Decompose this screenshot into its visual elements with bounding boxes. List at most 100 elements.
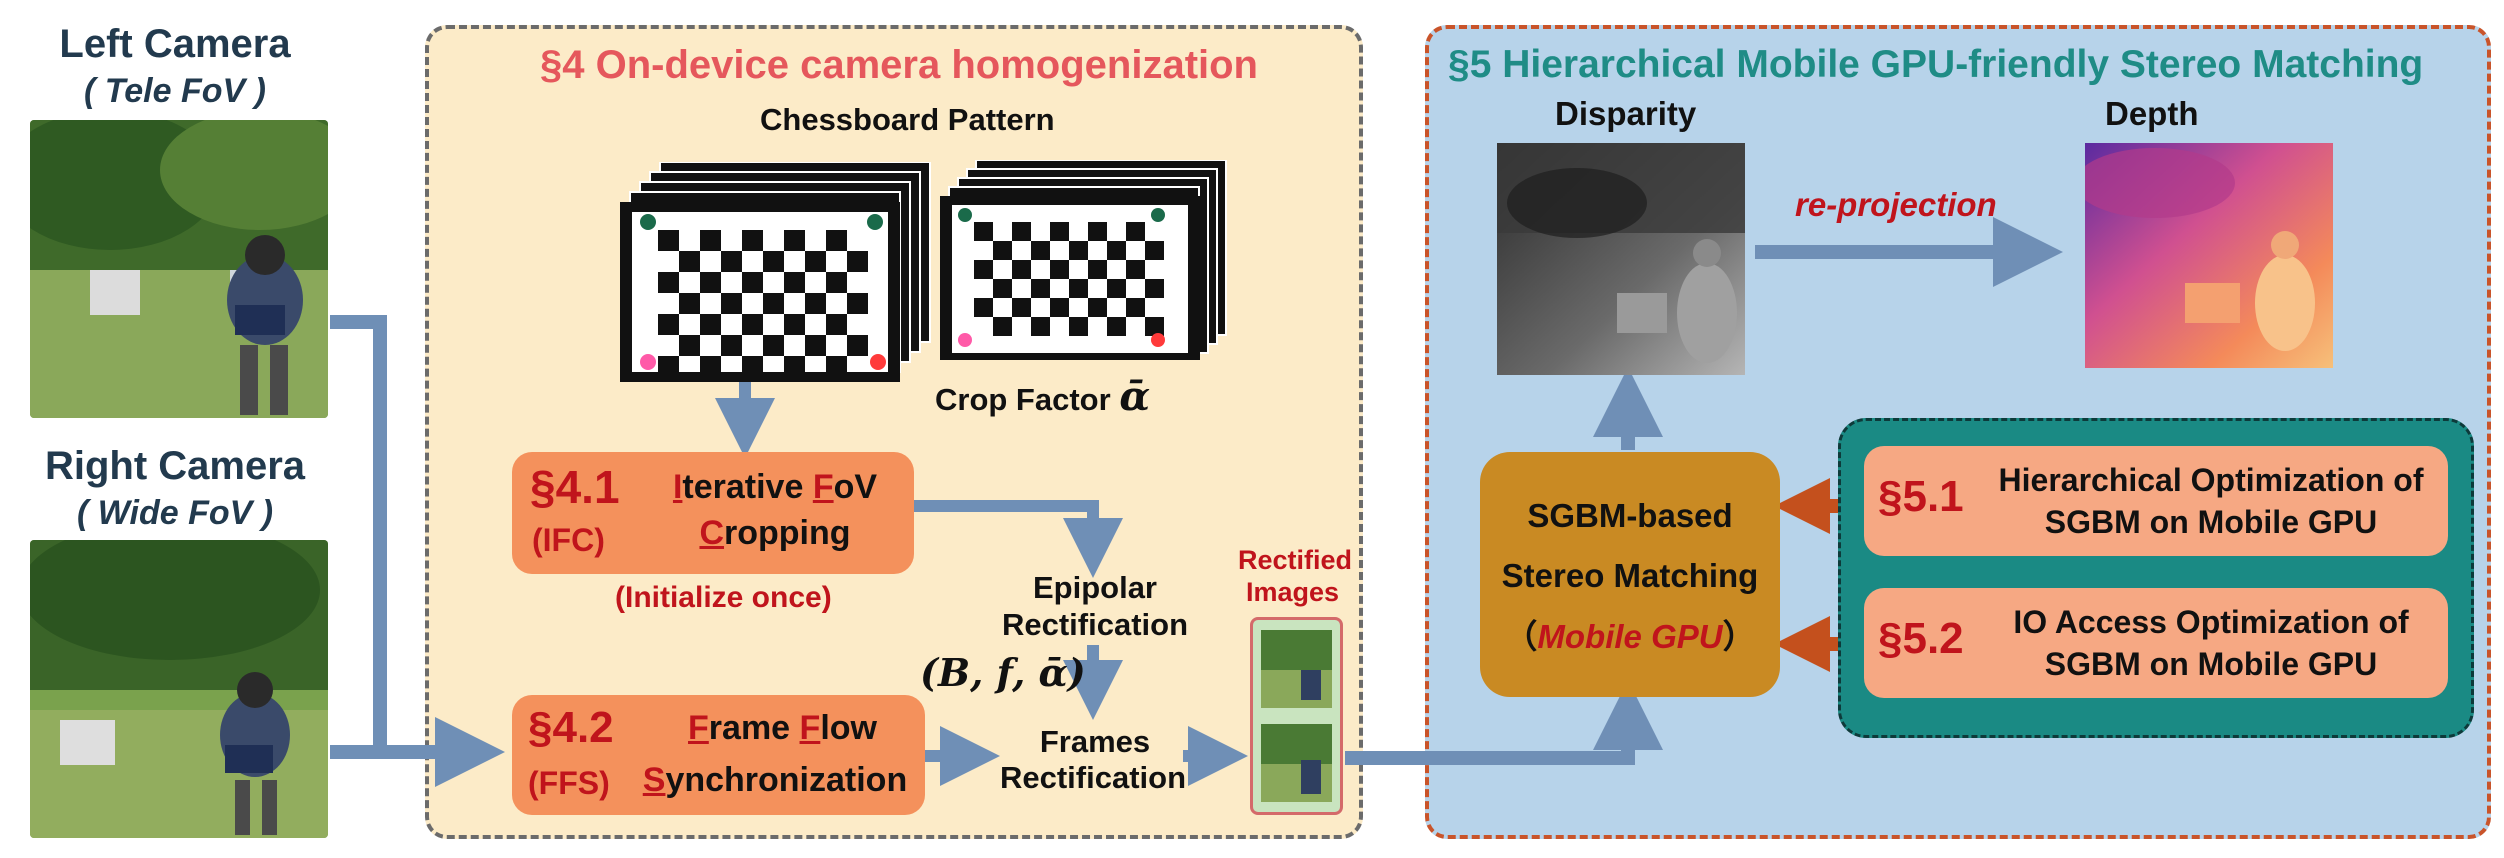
- chessboard-square: [847, 335, 868, 356]
- chessboard-square: [1088, 222, 1107, 241]
- chessboard-square: [784, 314, 805, 335]
- sgbm-line3: （Mobile GPU）: [1504, 618, 1756, 655]
- disparity-map: [1497, 143, 1745, 375]
- chessboard-square: [658, 272, 679, 293]
- rectification-params: (B, f, ᾱ): [920, 650, 1086, 695]
- rectified-to-sgbm-arrow: [1345, 680, 1663, 765]
- opt2-line1: IO Access Optimization of: [2013, 604, 2409, 640]
- chessboard-square: [993, 241, 1012, 260]
- ffs-title-line1: Frame Flow: [688, 709, 877, 747]
- section4-title: §4 On-device camera homogenization: [540, 43, 1258, 87]
- chessboard-square: [1069, 317, 1088, 336]
- mobile-gpu-label: Mobile GPU: [1537, 618, 1723, 655]
- chessboard-square: [742, 272, 763, 293]
- chessboard-square: [763, 335, 784, 356]
- chessboard-square: [1088, 298, 1107, 317]
- chessboard-square: [658, 314, 679, 335]
- left-camera-title: Left Camera: [59, 22, 291, 66]
- right-camera-title: Right Camera: [44, 444, 306, 488]
- ffs-abbr: (FFS): [528, 765, 610, 801]
- chessboard-square: [805, 251, 826, 272]
- chessboard-square: [1031, 317, 1050, 336]
- reprojection-label: re-projection: [1795, 186, 1997, 223]
- ffs-title-line2: Synchronization: [642, 761, 908, 799]
- chessboard-square: [1145, 279, 1164, 298]
- chessboard-square: [1126, 222, 1145, 241]
- sgbm-line2: Stereo Matching: [1501, 557, 1759, 594]
- chessboard-square: [826, 272, 847, 293]
- chessboard-square: [742, 314, 763, 335]
- chessboard-square: [763, 251, 784, 272]
- chessboard-square: [1145, 241, 1164, 260]
- ffs-box: §4.2 (FFS) Frame Flow Synchronization: [512, 695, 925, 815]
- left-camera-photo: [30, 120, 328, 418]
- left-camera-subtitle: ( Tele FoV ): [84, 72, 266, 110]
- chessboard-square: [847, 293, 868, 314]
- rectified-line1: Rectified: [1238, 545, 1353, 575]
- rectified-images: [1250, 617, 1343, 815]
- chessboard-label: Chessboard Pattern: [760, 102, 1055, 137]
- chessboard-square: [784, 272, 805, 293]
- chessboard-square: [974, 298, 993, 317]
- opt2-number: §5.2: [1878, 614, 1964, 663]
- chessboard-square: [1107, 279, 1126, 298]
- ifc-title-line2: Cropping: [699, 514, 851, 552]
- chessboard-square: [742, 356, 763, 377]
- epipolar-line1: Epipolar: [1032, 570, 1157, 605]
- chessboard-square: [826, 314, 847, 335]
- ifc-box: §4.1 (IFC) Iterative FoV Cropping: [512, 452, 914, 574]
- chessboard-square: [805, 293, 826, 314]
- frames-line1: Frames: [1039, 724, 1151, 759]
- chessboard-square: [679, 251, 700, 272]
- opt1-box: §5.1 Hierarchical Optimization of SGBM o…: [1864, 446, 2448, 556]
- chessboard-square: [993, 279, 1012, 298]
- section5-title: §5 Hierarchical Mobile GPU-friendly Ster…: [1448, 43, 2424, 86]
- rectified-line2: Images: [1246, 577, 1340, 607]
- chessboard-square: [1107, 241, 1126, 260]
- ifc-title-line1: Iterative FoV: [672, 468, 878, 506]
- opt1-number: §5.1: [1878, 472, 1964, 521]
- chessboard-square: [826, 230, 847, 251]
- ffs-number: §4.2: [528, 703, 614, 752]
- disparity-label: Disparity: [1555, 95, 1697, 132]
- chessboard-square: [700, 230, 721, 251]
- ifc-note: (Initialize once): [615, 581, 832, 614]
- chessboard-square: [1088, 260, 1107, 279]
- chessboard-square: [784, 230, 805, 251]
- chessboard-square: [847, 251, 868, 272]
- crop-factor-label: Crop Factor ᾱ: [935, 373, 1150, 420]
- chessboard-square: [1145, 317, 1164, 336]
- epipolar-line2: Rectification: [1001, 607, 1189, 642]
- chessboard-square: [679, 293, 700, 314]
- chessboard-square: [1050, 298, 1069, 317]
- chessboard-square: [974, 222, 993, 241]
- chessboard-square: [1050, 222, 1069, 241]
- chessboard-square: [700, 356, 721, 377]
- chessboard-square: [1050, 260, 1069, 279]
- ifc-number: §4.1: [530, 461, 620, 513]
- right-camera-subtitle: ( Wide FoV ): [76, 494, 274, 532]
- chessboard-square: [679, 335, 700, 356]
- chessboard-square: [1031, 279, 1050, 298]
- chessboard-square: [1031, 241, 1050, 260]
- crop-factor-symbol: ᾱ: [1119, 373, 1151, 420]
- crop-factor-text: Crop Factor: [935, 382, 1111, 417]
- chessboard-stack-right: [940, 159, 1240, 363]
- chessboard-square: [658, 356, 679, 377]
- opt1-line2: SGBM on Mobile GPU: [2044, 504, 2378, 540]
- chessboard-square: [826, 356, 847, 377]
- chessboard-square: [1069, 241, 1088, 260]
- sgbm-box: SGBM-based Stereo Matching （Mobile GPU）: [1480, 452, 1780, 697]
- chessboard-square: [1069, 279, 1088, 298]
- camera-to-ffs-arrow: [330, 315, 505, 787]
- frames-line2: Rectification: [999, 760, 1187, 795]
- chessboard-square: [993, 317, 1012, 336]
- chessboard-square: [1012, 298, 1031, 317]
- opt2-line2: SGBM on Mobile GPU: [2044, 646, 2378, 682]
- chessboard-square: [805, 335, 826, 356]
- chessboard-square: [1012, 260, 1031, 279]
- opt1-line1: Hierarchical Optimization of: [1998, 462, 2424, 498]
- ifc-to-epipolar-arrow: [914, 500, 1123, 578]
- chessboard-square: [658, 230, 679, 251]
- chessboard-square: [1107, 317, 1126, 336]
